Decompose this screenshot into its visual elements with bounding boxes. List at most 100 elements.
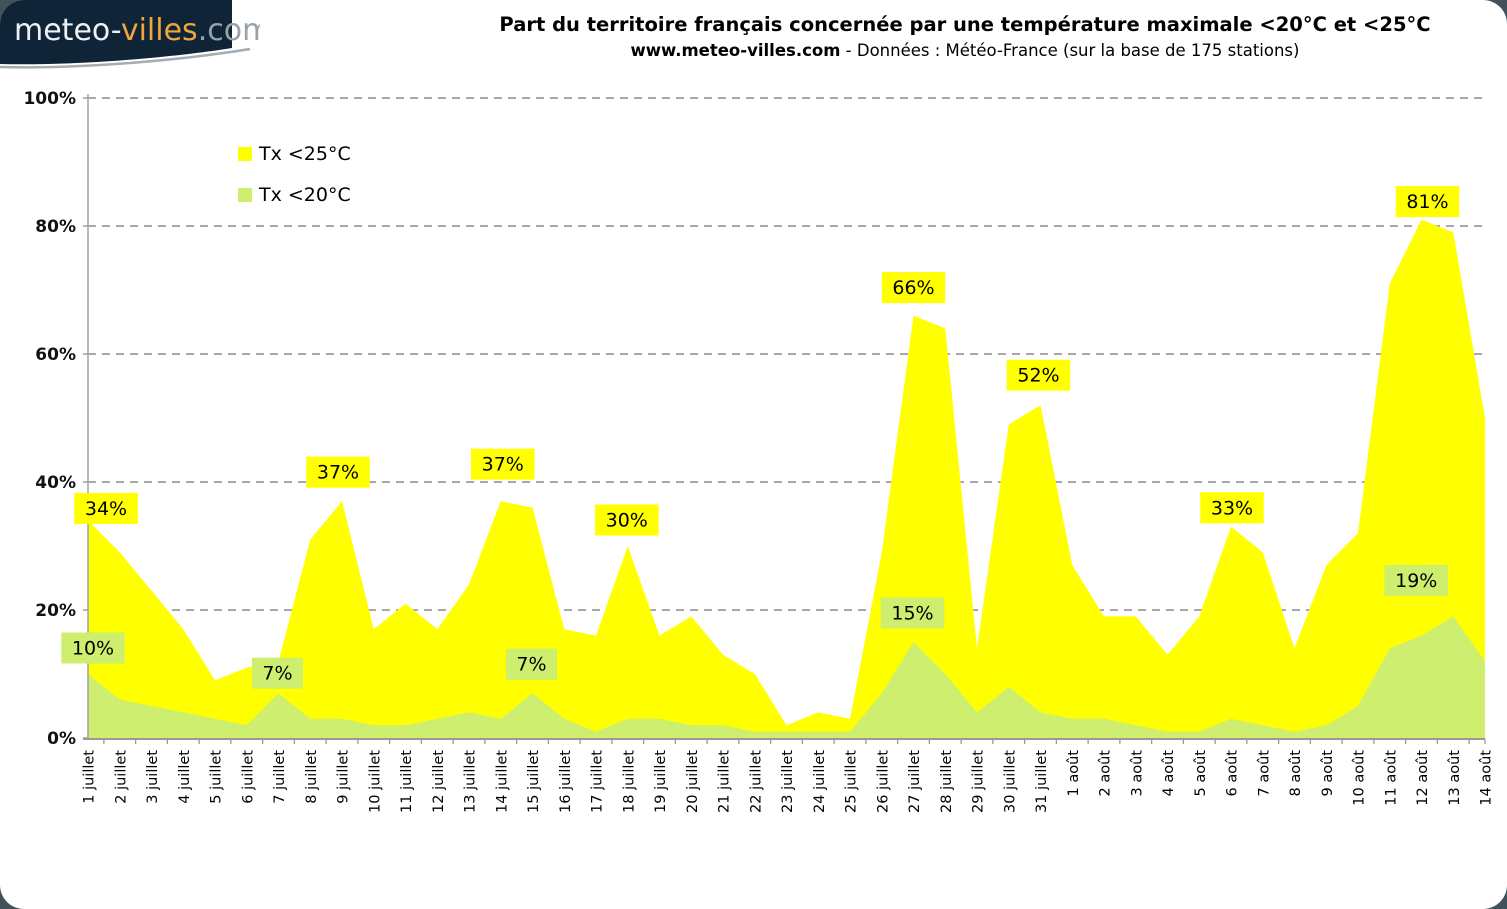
x-category-label: 25 juillet [844, 750, 860, 813]
x-category-label: 2 juillet [113, 750, 129, 804]
x-category-label: 7 août [1256, 750, 1272, 797]
chart-legend: Tx <25°C Tx <20°C [238, 140, 351, 222]
x-category-label: 11 juillet [399, 750, 415, 813]
legend-label-tx20: Tx <20°C [259, 184, 351, 206]
x-category-label: 6 juillet [240, 750, 256, 804]
logo-text-villes: villes [121, 13, 198, 48]
data-label-text: 10% [72, 638, 114, 660]
x-category-label: 12 juillet [431, 750, 447, 813]
data-label-box-tx20 [880, 597, 945, 629]
x-category-label: 9 août [1320, 750, 1336, 797]
x-category-label: 2 août [1098, 750, 1114, 797]
area-tx25 [88, 219, 1485, 739]
data-label-box-tx25 [306, 456, 370, 488]
area-tx20 [88, 616, 1485, 738]
x-category-label: 9 juillet [336, 750, 352, 804]
y-tick-label: 80% [35, 217, 76, 237]
data-label-text: 81% [1406, 191, 1448, 213]
x-category-label: 6 août [1225, 750, 1241, 797]
x-category-label: 17 juillet [590, 750, 606, 813]
legend-swatch-tx20 [238, 188, 252, 202]
logo-text-com: .com [198, 13, 260, 48]
y-tick-label: 20% [35, 601, 76, 621]
data-label-box-tx25 [471, 448, 535, 480]
x-category-label: 13 juillet [463, 750, 479, 813]
x-category-label: 26 juillet [875, 750, 891, 813]
x-category-label: 8 juillet [304, 750, 320, 804]
chart-subtitle: www.meteo-villes.com - Données : Météo-F… [440, 41, 1490, 60]
x-category-label: 8 août [1288, 750, 1304, 797]
svg-text:meteo-villes.com: meteo-villes.com [14, 13, 260, 48]
x-category-label: 13 août [1447, 750, 1463, 806]
x-category-label: 5 août [1193, 750, 1209, 797]
legend-item-tx25: Tx <25°C [238, 140, 351, 168]
x-category-label: 20 juillet [685, 750, 701, 813]
data-label-text: 37% [317, 462, 359, 484]
data-label-box-tx25 [1006, 359, 1071, 391]
x-category-label: 21 juillet [717, 750, 733, 813]
logo-text-meteo: meteo- [14, 13, 121, 48]
x-category-label: 5 juillet [209, 750, 225, 804]
data-label-box-tx25 [1395, 186, 1460, 218]
chart-header: Part du territoire français concernée pa… [440, 12, 1490, 60]
y-tick-label: 40% [35, 473, 76, 493]
x-category-label: 3 juillet [145, 750, 161, 804]
x-category-label: 14 juillet [494, 750, 510, 813]
logo-background [0, 0, 232, 65]
data-label-box-tx25 [595, 504, 659, 536]
data-label-box-tx25 [1200, 492, 1264, 524]
x-category-label: 10 août [1352, 750, 1368, 806]
data-label-text: 19% [1395, 570, 1437, 592]
x-category-label: 14 août [1479, 750, 1495, 806]
data-label-text: 30% [606, 510, 648, 532]
x-category-label: 31 juillet [1034, 750, 1050, 813]
x-category-label: 30 juillet [1002, 750, 1018, 813]
legend-label-tx25: Tx <25°C [259, 143, 351, 165]
x-category-label: 1 juillet [82, 750, 98, 804]
x-category-label: 29 juillet [971, 750, 987, 813]
y-tick-label: 100% [23, 89, 76, 109]
x-category-label: 22 juillet [748, 750, 764, 813]
y-tick-label: 0% [47, 729, 76, 749]
data-label-box-tx20 [61, 632, 125, 664]
data-label-text: 33% [1211, 497, 1253, 519]
x-category-label: 15 juillet [526, 750, 542, 813]
data-label-box-tx20 [252, 657, 303, 689]
x-category-label: 3 août [1129, 750, 1145, 797]
subtitle-site: www.meteo-villes.com [630, 41, 841, 61]
meteo-villes-logo: meteo-villes.com [0, 0, 271, 86]
x-category-label: 16 juillet [558, 750, 574, 813]
legend-item-tx20: Tx <20°C [238, 181, 351, 209]
data-label-text: 52% [1017, 365, 1059, 387]
x-category-label: 1 août [1066, 750, 1082, 797]
data-label-box-tx25 [74, 492, 138, 524]
chart-title: Part du territoire français concernée pa… [499, 13, 1431, 36]
data-label-text: 34% [85, 498, 127, 520]
x-category-label: 27 juillet [907, 750, 923, 813]
x-category-label: 24 juillet [812, 750, 828, 813]
data-label-text: 15% [891, 603, 933, 625]
y-tick-label: 60% [35, 345, 76, 365]
x-category-label: 11 août [1383, 750, 1399, 806]
data-label-text: 66% [892, 277, 934, 299]
x-category-label: 7 juillet [272, 750, 288, 804]
data-label-box-tx20 [1384, 564, 1448, 596]
x-category-label: 28 juillet [939, 750, 955, 813]
x-category-label: 23 juillet [780, 750, 796, 813]
x-category-label: 4 juillet [177, 750, 193, 804]
x-category-label: 19 juillet [653, 750, 669, 813]
data-label-box-tx25 [881, 272, 946, 304]
legend-swatch-tx25 [238, 147, 252, 161]
logo-swoosh [0, 47, 251, 69]
x-category-label: 4 août [1161, 750, 1177, 797]
x-category-label: 12 août [1415, 750, 1431, 806]
data-label-text: 7% [516, 654, 546, 676]
x-category-label: 10 juillet [367, 750, 383, 813]
data-label-text: 7% [262, 663, 292, 685]
x-category-label: 18 juillet [621, 750, 637, 813]
data-label-box-tx20 [506, 648, 557, 680]
subtitle-source: - Données : Météo-France (sur la base de… [840, 41, 1300, 61]
data-label-text: 37% [482, 454, 524, 476]
